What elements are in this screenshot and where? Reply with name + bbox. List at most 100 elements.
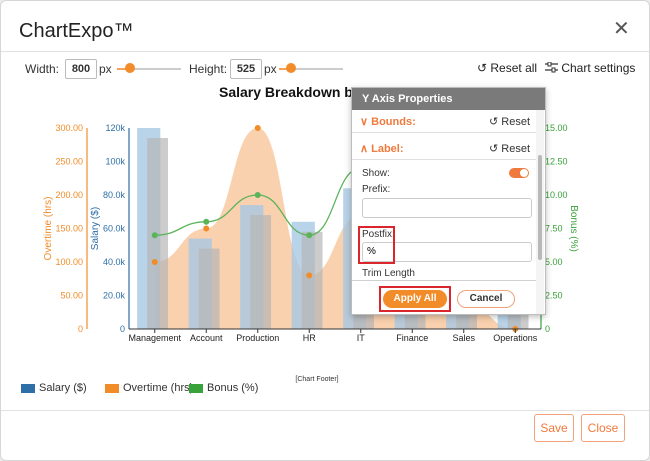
overtime-axis-tick-2: 100.00 xyxy=(55,257,83,267)
chevron-up-icon: ∧ xyxy=(360,143,369,155)
x-tick-label-6: Sales xyxy=(452,333,475,343)
chart-settings-button[interactable]: Chart settings xyxy=(545,61,635,75)
salary-axis-tick-5: 100k xyxy=(105,157,125,167)
close-button[interactable]: Close xyxy=(581,414,625,442)
postfix-input[interactable]: % xyxy=(362,242,532,262)
overtime-swatch xyxy=(105,383,119,393)
y-axis-properties-panel: Y Axis Properties ∨ Bounds: ↺ Reset ∧ La… xyxy=(351,87,546,315)
x-tick-label-5: Finance xyxy=(396,333,428,343)
height-label: Height: xyxy=(189,62,228,76)
panel-scrollbar[interactable] xyxy=(536,110,544,314)
overtime-axis-tick-4: 200.00 xyxy=(55,190,83,200)
prefix-input[interactable] xyxy=(362,198,532,218)
panel-footer-divider xyxy=(352,280,536,281)
postfix-label: Postfix: xyxy=(362,229,395,240)
x-tick-label-0: Management xyxy=(128,333,181,343)
legend-salary[interactable]: Salary ($) xyxy=(21,382,87,394)
bonus-axis-tick-1: 2.50 xyxy=(545,291,563,301)
bounds-section-toggle[interactable]: ∨ Bounds: xyxy=(360,115,416,128)
bonus-swatch xyxy=(189,383,203,393)
section-divider xyxy=(352,132,536,133)
section-divider xyxy=(352,159,536,160)
bonus-point-1 xyxy=(203,218,210,225)
overtime-point-0 xyxy=(151,259,158,265)
salary-axis-tick-0: 0 xyxy=(120,324,125,334)
label-reset-label: Reset xyxy=(501,143,531,155)
salary-bar-shade-0 xyxy=(147,138,169,329)
salary-axis-tick-2: 40.0k xyxy=(103,257,126,267)
salary-axis-tick-4: 80.0k xyxy=(103,190,126,200)
save-button[interactable]: Save xyxy=(534,414,574,442)
height-slider-fill xyxy=(279,68,291,70)
bonus-point-0 xyxy=(151,232,158,239)
bonus-axis-tick-4: 10.00 xyxy=(545,190,568,200)
width-slider-fill xyxy=(117,68,129,70)
bounds-reset-label: Reset xyxy=(501,116,531,128)
x-tick-label-1: Account xyxy=(190,333,223,343)
overtime-axis-tick-0: 0 xyxy=(78,324,83,334)
bonus-point-3 xyxy=(306,232,313,239)
trim-length-label: Trim Length xyxy=(362,268,415,279)
width-slider-track[interactable] xyxy=(129,68,181,70)
close-icon[interactable]: ✕ xyxy=(613,18,630,40)
bounds-label: Bounds: xyxy=(371,116,416,128)
width-slider-knob[interactable] xyxy=(125,63,135,73)
salary-axis-title: Salary ($) xyxy=(90,207,101,250)
bonus-axis-tick-2: 5.00 xyxy=(545,257,563,267)
reset-all-button[interactable]: ↺ Reset all xyxy=(477,61,537,75)
settings-sliders-icon xyxy=(545,61,558,73)
bonus-point-2 xyxy=(254,192,261,198)
apply-highlight xyxy=(379,286,451,312)
label-reset-button[interactable]: ↺ Reset xyxy=(489,142,530,155)
overtime-point-2 xyxy=(254,125,261,131)
label-section-toggle[interactable]: ∧ Label: xyxy=(360,142,404,155)
height-slider-knob[interactable] xyxy=(286,63,296,73)
panel-title: Y Axis Properties xyxy=(352,88,545,110)
overtime-axis-tick-5: 250.00 xyxy=(55,157,83,167)
overtime-point-1 xyxy=(203,225,210,232)
legend-bonus[interactable]: Bonus (%) xyxy=(189,382,258,394)
overtime-axis-title: Overtime (hrs) xyxy=(43,197,54,261)
reset-icon: ↺ xyxy=(489,116,499,128)
salary-bar-shade-1 xyxy=(198,248,220,329)
salary-axis-tick-6: 120k xyxy=(105,123,125,133)
panel-scroll-thumb[interactable] xyxy=(538,155,542,260)
legend-overtime[interactable]: Overtime (hrs) xyxy=(105,382,193,394)
salary-axis-tick-3: 60.0k xyxy=(103,224,126,234)
overtime-point-3 xyxy=(306,272,313,279)
bounds-reset-button[interactable]: ↺ Reset xyxy=(489,115,530,128)
bonus-axis-tick-6: 15.00 xyxy=(545,123,568,133)
size-toolbar: Width: 800 px Height: 525 px ↺ Reset all… xyxy=(1,59,649,81)
prefix-label: Prefix: xyxy=(362,184,391,195)
footer-divider xyxy=(1,410,649,411)
x-tick-label-3: HR xyxy=(303,333,316,343)
overtime-axis-tick-6: 300.00 xyxy=(55,123,83,133)
salary-axis-tick-1: 20.0k xyxy=(103,291,126,301)
salary-bar-shade-2 xyxy=(250,215,272,329)
postfix-highlight xyxy=(358,226,395,264)
x-tick-label-2: Production xyxy=(236,333,279,343)
chart-title: Salary Breakdown by D xyxy=(219,84,375,100)
reset-icon: ↺ xyxy=(489,143,499,155)
x-tick-label-7: Operations xyxy=(493,333,538,343)
height-input[interactable]: 525 xyxy=(230,59,262,79)
legend-bonus-label: Bonus (%) xyxy=(207,382,259,394)
legend-overtime-label: Overtime (hrs) xyxy=(123,382,194,394)
height-slider-track[interactable] xyxy=(291,68,343,70)
salary-swatch xyxy=(21,383,35,393)
bonus-axis-tick-5: 12.50 xyxy=(545,157,568,167)
width-input[interactable]: 800 xyxy=(65,59,97,79)
chevron-down-icon: ∨ xyxy=(360,116,369,128)
width-label: Width: xyxy=(25,62,60,76)
header-divider xyxy=(1,51,649,52)
chart-area: Salary Breakdown by D 0 50.00 100.00 150.00 2… xyxy=(1,81,649,411)
height-unit: px xyxy=(264,62,277,76)
apply-all-button[interactable]: Apply All xyxy=(383,290,447,308)
cancel-button[interactable]: Cancel xyxy=(457,290,515,308)
reset-all-label: ↺ Reset all xyxy=(477,61,538,75)
label-section-label: Label: xyxy=(371,143,404,155)
show-toggle[interactable] xyxy=(509,168,529,178)
x-tick-label-4: IT xyxy=(357,333,366,343)
bonus-axis-title: Bonus (%) xyxy=(568,205,579,252)
